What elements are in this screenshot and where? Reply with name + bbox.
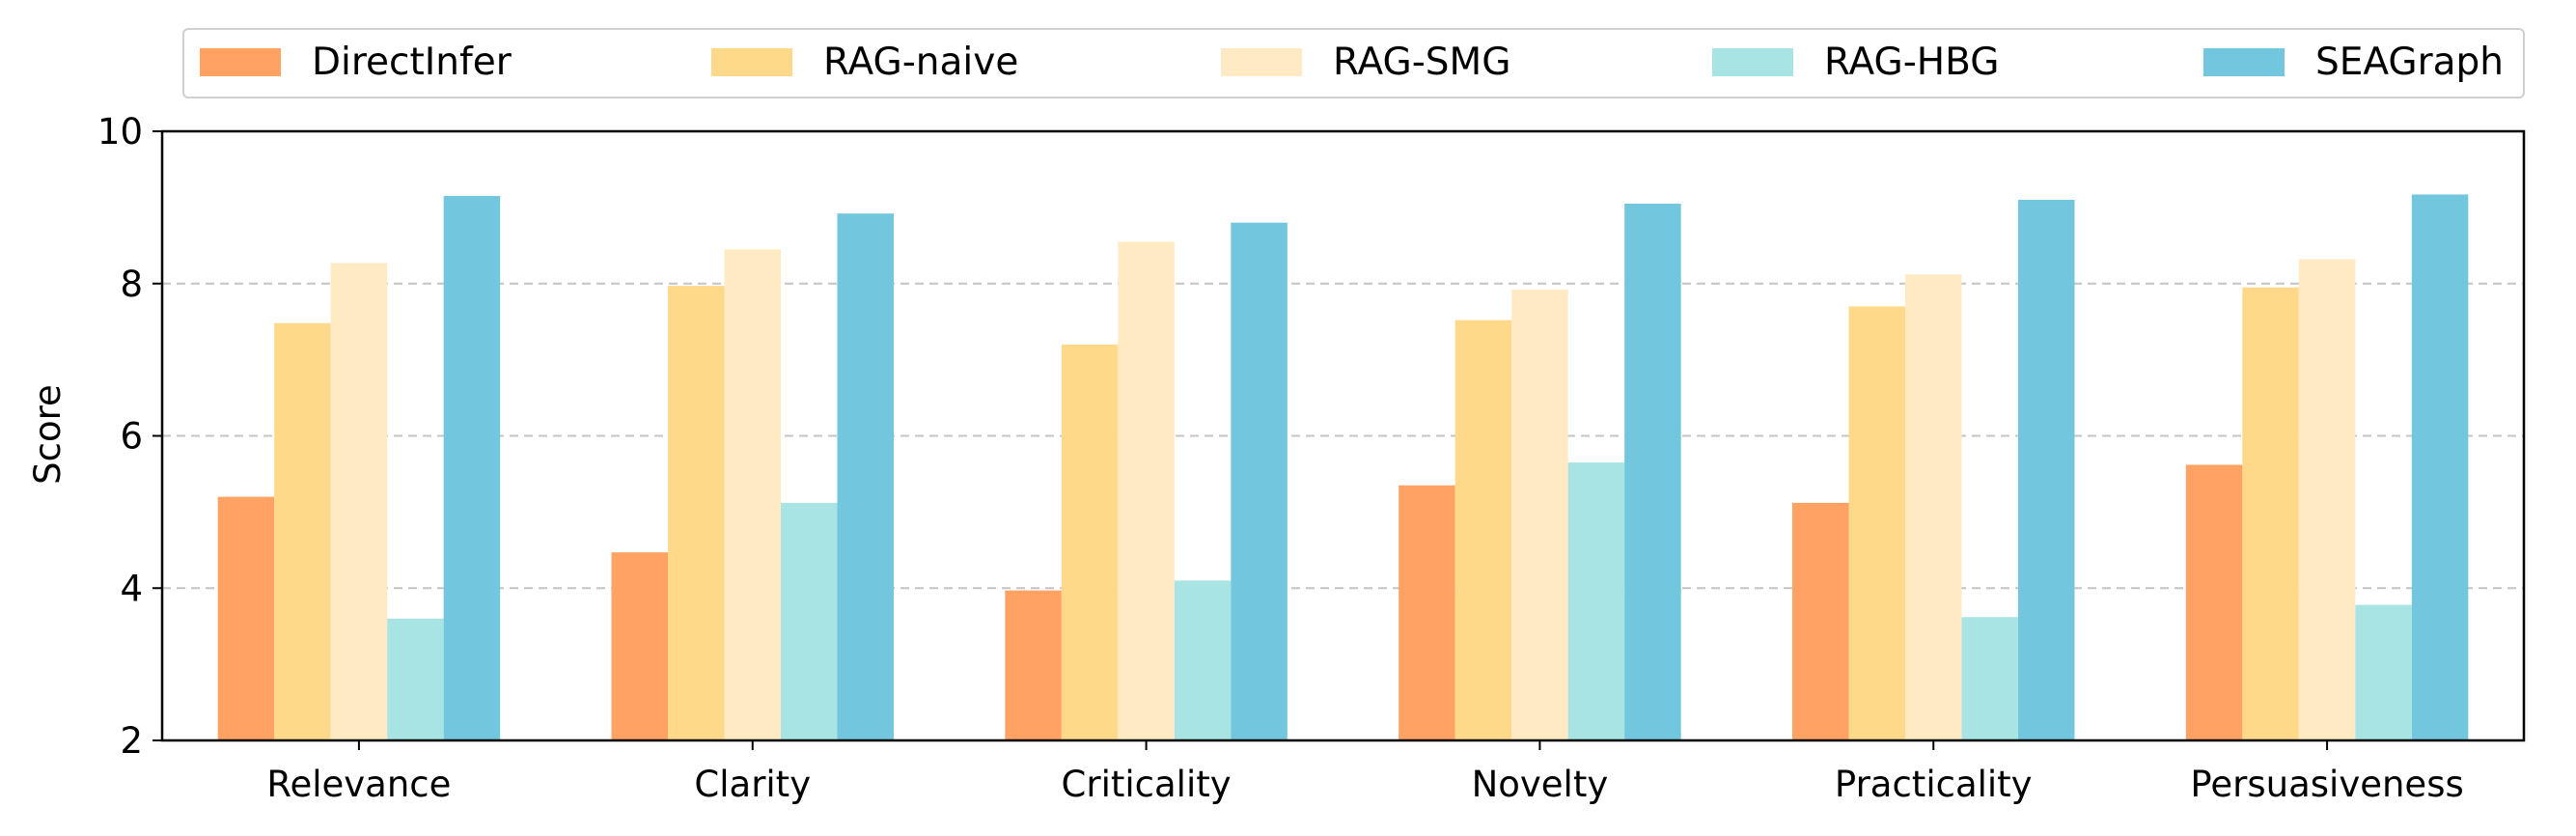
bar-RAG-HBG-Clarity — [781, 502, 838, 740]
y-tick-label: 2 — [120, 720, 143, 762]
bar-RAG-SMG-Persuasiveness — [2298, 259, 2356, 740]
legend-swatch — [1221, 48, 1302, 76]
x-tick-label: Persuasiveness — [2190, 764, 2463, 805]
legend-swatch — [200, 48, 281, 76]
y-tick-label: 10 — [97, 111, 143, 153]
axes: Relevance Clarity Criticality Novelty Practi… — [97, 111, 2526, 805]
y-tick-label: 4 — [120, 568, 143, 609]
legend-box — [182, 28, 2525, 98]
bar-RAG-SMG-Clarity — [724, 249, 781, 740]
x-tick-label: Clarity — [694, 764, 811, 805]
legend-swatch — [711, 48, 792, 76]
x-tick-label: Practicality — [1835, 764, 2033, 805]
y-tick-label: 8 — [120, 264, 143, 305]
bar-RAG-naive-Criticality — [1061, 344, 1119, 740]
bar-RAG-HBG-Novelty — [1567, 462, 1625, 740]
bar-RAG-SMG-Novelty — [1511, 290, 1568, 740]
legend: DirectInfer RAG-naive RAG-SMG RAG-HBG SEAGra… — [182, 28, 2525, 98]
bar-RAG-HBG-Relevance — [387, 618, 444, 740]
legend-label: RAG-naive — [823, 41, 1018, 84]
x-tick-label: Criticality — [1062, 764, 1232, 805]
bars — [217, 194, 2469, 741]
legend-label: RAG-SMG — [1333, 41, 1510, 84]
plot-frame — [160, 129, 2526, 742]
bar-SEAGraph-Novelty — [1624, 203, 1681, 740]
bar-RAG-HBG-Criticality — [1174, 580, 1232, 740]
y-tick-label: 6 — [120, 416, 143, 458]
bar-SEAGraph-Persuasiveness — [2411, 194, 2469, 740]
bar-DirectInfer-Criticality — [1005, 590, 1062, 740]
bar-DirectInfer-Novelty — [1399, 485, 1455, 740]
bar-RAG-naive-Persuasiveness — [2242, 287, 2299, 740]
bar-RAG-naive-Novelty — [1454, 320, 1512, 740]
bar-SEAGraph-Practicality — [2018, 199, 2075, 741]
bar-RAG-HBG-Practicality — [1961, 617, 2018, 740]
legend-label: DirectInfer — [312, 41, 512, 84]
bar-RAG-naive-Clarity — [668, 286, 725, 740]
legend-label: SEAGraph — [2315, 41, 2504, 84]
bar-RAG-SMG-Criticality — [1118, 241, 1175, 740]
bar-DirectInfer-Relevance — [217, 496, 275, 740]
bar-RAG-SMG-Relevance — [330, 263, 388, 740]
bar-DirectInfer-Practicality — [1792, 502, 1849, 740]
y-axis-title: Score — [27, 384, 69, 485]
bar-RAG-naive-Relevance — [274, 322, 331, 740]
legend-label: RAG-HBG — [1824, 41, 1999, 84]
bar-RAG-SMG-Practicality — [1905, 274, 1962, 740]
legend-swatch — [2203, 48, 2285, 76]
bar-RAG-naive-Practicality — [1848, 306, 1905, 740]
bar-SEAGraph-Clarity — [837, 213, 894, 740]
bar-DirectInfer-Persuasiveness — [2185, 464, 2243, 740]
bar-SEAGraph-Relevance — [443, 196, 501, 740]
legend-swatch — [1712, 48, 1793, 76]
bar-DirectInfer-Clarity — [611, 552, 668, 740]
x-tick-label: Novelty — [1472, 764, 1609, 805]
x-tick-label: Relevance — [266, 764, 451, 805]
bar-SEAGraph-Criticality — [1231, 222, 1288, 740]
gridlines — [162, 282, 2524, 590]
bar-RAG-HBG-Persuasiveness — [2355, 604, 2412, 740]
